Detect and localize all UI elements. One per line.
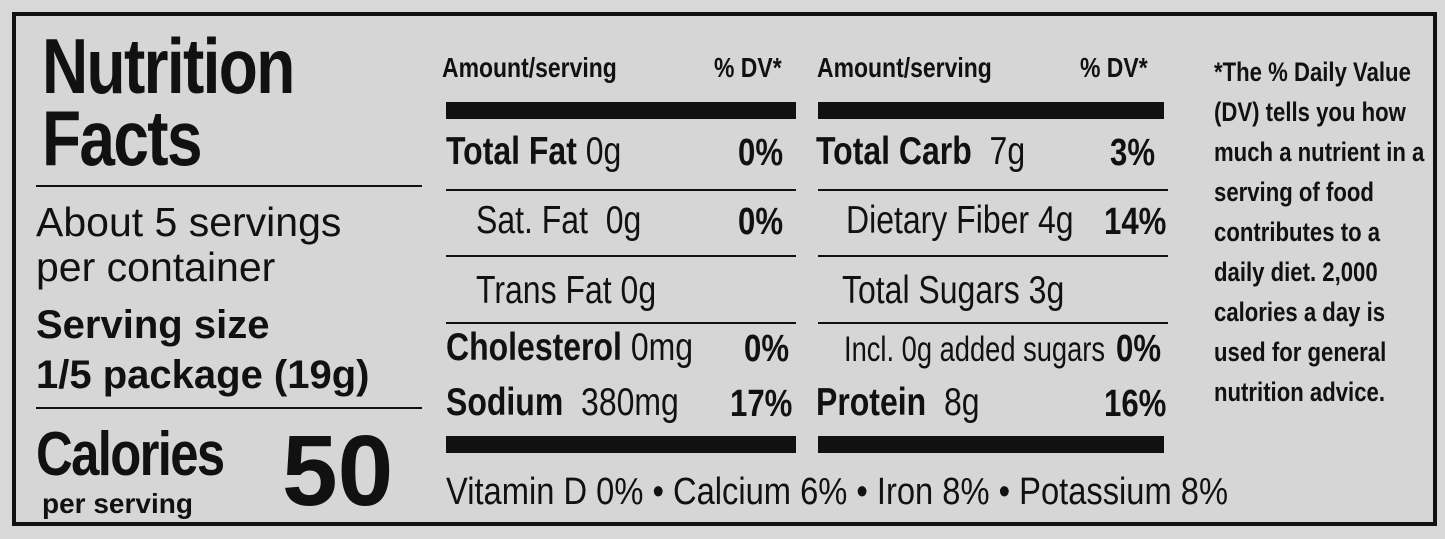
serving-size-value: 1/5 package (19g) [36,353,370,397]
thick-bar [446,436,796,453]
nutrient-dv: 0% [1116,328,1162,370]
nutrient-dv: 3% [1110,132,1156,174]
nutrient-dv: 0% [738,201,784,243]
calories-per-serving: per serving [42,488,193,519]
right-header-dv: % DV* [1080,52,1148,83]
divider [818,255,1168,257]
servings-line1: About 5 servings [36,199,342,245]
nutrient-row: Incl. 0g added sugars [844,330,1106,369]
thick-bar [818,436,1164,453]
title-line1: Nutrition [42,22,295,110]
nutrient-dv: 17% [730,383,793,425]
right-header-amount: Amount/serving [817,52,992,83]
nutrient-row: Dietary Fiber 4g [846,199,1074,242]
divider [818,189,1168,191]
nutrient-row: Trans Fat 0g [476,269,657,312]
nutrient-row: Protein 8g [816,381,980,424]
calories-value: 50 [282,415,394,527]
nutrient-dv: 16% [1104,383,1167,425]
divider [446,322,796,324]
divider [818,322,1168,324]
left-header-dv: % DV* [714,52,782,83]
calories-label: Calories [36,420,225,489]
nutrition-facts-label: Nutrition Facts About 5 servings per con… [12,12,1437,526]
nutrient-row: Total Sugars 3g [842,269,1065,312]
servings-line2: per container [36,244,276,290]
divider [446,255,796,257]
nutrient-row: Total Fat 0g [446,130,622,173]
nutrient-dv: 14% [1104,201,1167,243]
serving-size: Serving size 1/5 package (19g) [36,300,370,400]
vitamins-minerals: Vitamin D 0% • Calcium 6% • Iron 8% • Po… [446,471,1229,513]
left-header-amount: Amount/serving [442,52,617,83]
nutrient-dv: 0% [744,328,790,370]
nutrient-row: Sodium 380mg [446,381,679,424]
nutrient-row: Cholesterol 0mg [446,326,694,369]
thick-bar [818,102,1164,119]
thick-bar [446,102,796,119]
nutrient-dv: 0% [738,132,784,174]
nutrient-row: Sat. Fat 0g [476,199,642,242]
nutrition-facts-title: Nutrition Facts [42,22,349,182]
title-line2: Facts [42,94,203,182]
nutrient-row: Total Carb 7g [816,130,1026,173]
dv-footnote: *The % Daily Value (DV) tells you how mu… [1214,57,1425,407]
serving-size-label: Serving size [36,303,270,347]
divider [446,189,796,191]
servings-per-container: About 5 servings per container [36,200,341,290]
divider [36,185,422,187]
divider [36,407,422,409]
